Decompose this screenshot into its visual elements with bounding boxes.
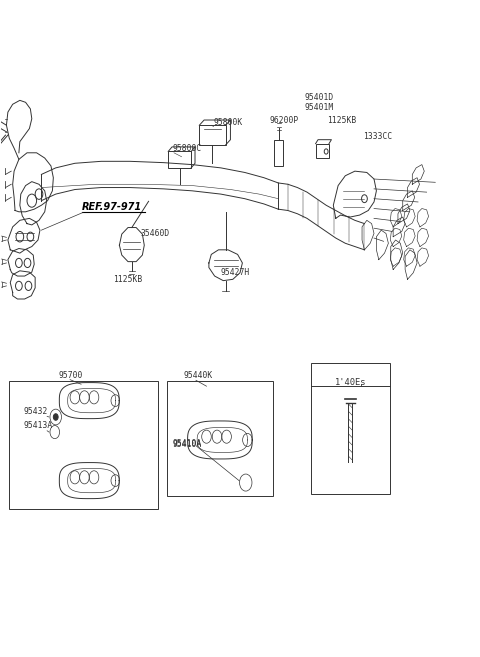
Text: 95401M: 95401M	[305, 103, 334, 112]
Bar	[199, 125, 226, 145]
Text: 1125KB: 1125KB	[327, 116, 356, 125]
Text: 1333CC: 1333CC	[363, 132, 393, 141]
Text: 95432: 95432	[24, 407, 48, 416]
Text: 96200P: 96200P	[270, 116, 299, 125]
Bar	[9, 381, 157, 509]
Text: 35460D: 35460D	[141, 229, 170, 238]
Bar	[168, 152, 191, 168]
Text: REF.97-971: REF.97-971	[82, 202, 142, 212]
Bar	[311, 363, 390, 493]
Circle shape	[53, 414, 58, 420]
Text: 95413A: 95413A	[24, 421, 53, 430]
Text: 95800C: 95800C	[173, 144, 202, 153]
Text: 1'40Eʂ: 1'40Eʂ	[335, 378, 366, 387]
Text: 95410A: 95410A	[172, 439, 201, 448]
Text: 95800K: 95800K	[214, 118, 243, 127]
Text: 1125KB: 1125KB	[113, 275, 142, 284]
Text: 95427H: 95427H	[221, 268, 250, 277]
Text: 95401D: 95401D	[305, 93, 334, 102]
Bar	[316, 144, 329, 158]
Text: 95700: 95700	[58, 371, 83, 380]
Text: 95440K: 95440K	[183, 371, 213, 380]
Text: 95410A: 95410A	[172, 440, 201, 449]
Bar	[275, 140, 283, 166]
Bar	[167, 381, 273, 495]
